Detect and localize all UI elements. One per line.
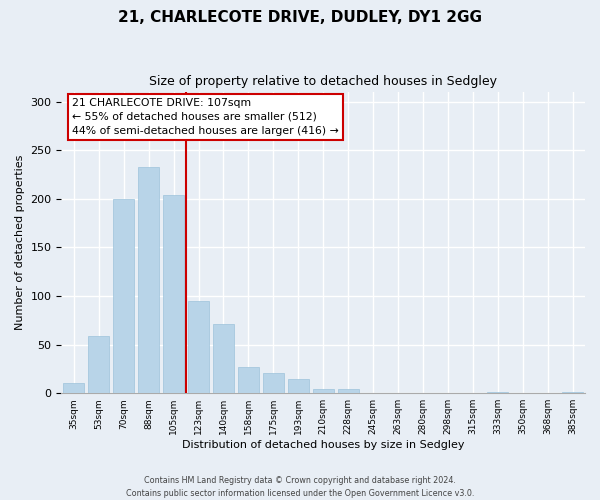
Bar	[188, 301, 209, 393]
X-axis label: Distribution of detached houses by size in Sedgley: Distribution of detached houses by size …	[182, 440, 464, 450]
Bar	[163, 195, 184, 393]
Bar	[238, 367, 259, 393]
Bar	[113, 199, 134, 393]
Bar	[263, 373, 284, 393]
Bar	[313, 390, 334, 393]
Bar	[287, 378, 309, 393]
Bar	[487, 392, 508, 393]
Text: 21, CHARLECOTE DRIVE, DUDLEY, DY1 2GG: 21, CHARLECOTE DRIVE, DUDLEY, DY1 2GG	[118, 10, 482, 25]
Y-axis label: Number of detached properties: Number of detached properties	[15, 155, 25, 330]
Text: Contains HM Land Registry data © Crown copyright and database right 2024.
Contai: Contains HM Land Registry data © Crown c…	[126, 476, 474, 498]
Text: 21 CHARLECOTE DRIVE: 107sqm
← 55% of detached houses are smaller (512)
44% of se: 21 CHARLECOTE DRIVE: 107sqm ← 55% of det…	[72, 98, 338, 136]
Bar	[213, 324, 234, 393]
Bar	[63, 384, 85, 393]
Title: Size of property relative to detached houses in Sedgley: Size of property relative to detached ho…	[149, 75, 497, 88]
Bar	[138, 167, 159, 393]
Bar	[562, 392, 583, 393]
Bar	[338, 390, 359, 393]
Bar	[88, 336, 109, 393]
